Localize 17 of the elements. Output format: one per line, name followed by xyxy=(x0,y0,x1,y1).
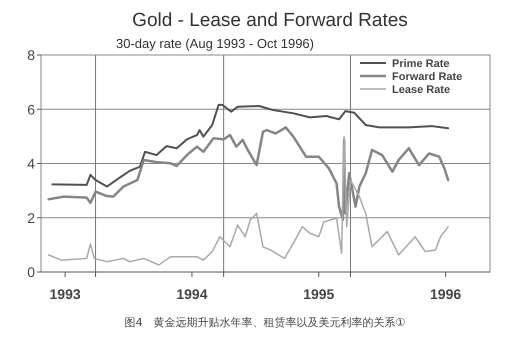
y-tick-label: 2 xyxy=(27,210,36,226)
chart-subtitle: 30-day rate (Aug 1993 - Oct 1996) xyxy=(116,36,314,51)
line-series xyxy=(51,104,450,188)
legend-label: Forward Rate xyxy=(392,71,462,83)
legend-label: Lease Rate xyxy=(392,84,450,96)
legend-label: Prime Rate xyxy=(392,58,450,70)
x-tick-label: 1995 xyxy=(303,286,335,302)
y-tick-label: 4 xyxy=(27,156,36,172)
y-tick-label: 0 xyxy=(27,264,36,280)
x-tick-label: 1996 xyxy=(430,286,462,302)
line-series xyxy=(48,136,449,266)
caption: 图4 黄金远期升贴水年率、租赁率以及美元利率的关系① xyxy=(124,316,406,329)
y-tick-label: 8 xyxy=(27,47,36,63)
y-tick-label: 6 xyxy=(27,101,36,118)
x-tick-label: 1993 xyxy=(50,286,81,302)
x-tick-label: 1994 xyxy=(176,286,208,302)
chart-title: Gold - Lease and Forward Rates xyxy=(132,10,408,31)
